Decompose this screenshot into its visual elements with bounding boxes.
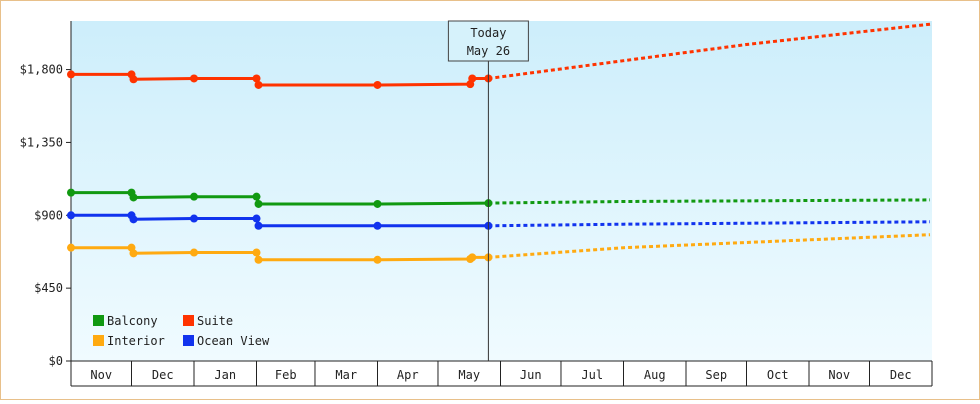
x-tick-label: Sep [705,368,727,382]
legend-label-ocean-view: Ocean View [197,334,270,348]
legend-label-balcony: Balcony [107,314,158,328]
data-point-interior [468,253,477,262]
data-point-interior [252,248,261,257]
data-point-interior [373,255,382,264]
x-tick-label: Jan [214,368,236,382]
forecast-line-interior [488,233,931,259]
data-point-suite [254,80,263,89]
data-point-ocean-view [67,211,75,220]
x-tick-label: Dec [890,368,912,382]
forecast-line-ocean-view [488,220,931,228]
data-point-interior [190,248,198,257]
y-tick-label: $900 [34,208,63,222]
data-point-suite [468,74,477,83]
forecast-line-suite [488,22,931,80]
data-point-balcony [254,199,263,208]
data-point-balcony [373,199,382,208]
legend-swatch-suite [183,315,194,326]
data-point-interior [129,249,138,258]
x-axis: Nov Dec Jan Feb Mar Apr May Jun Jul Aug Sep Oct Nov D… [70,360,933,387]
today-date: May 26 [467,44,510,58]
x-tick-label: Jul [581,368,603,382]
series-ocean-view [67,211,931,230]
today-label: Today [470,26,506,40]
x-tick-label: May [458,368,480,382]
y-axis: $0 $450 $900 $1,350 $1,800 [20,21,72,368]
legend-swatch-balcony [93,315,104,326]
x-tick-label: Nov [828,368,850,382]
data-point-interior [67,243,75,252]
data-point-ocean-view [254,221,263,230]
x-tick-label: Apr [397,368,419,382]
y-tick-label: $0 [49,354,63,368]
data-point-ocean-view [190,214,198,223]
data-point-suite [190,74,198,83]
x-tick-label: Nov [90,368,112,382]
legend-label-suite: Suite [197,314,233,328]
data-point-interior [254,255,263,264]
data-point-ocean-view [129,215,138,224]
data-point-suite [373,80,382,89]
data-point-balcony [190,192,198,201]
series-layer [67,22,931,264]
legend-label-interior: Interior [107,334,165,348]
x-tick-label: Feb [275,368,297,382]
x-tick-label: Oct [767,368,789,382]
data-point-suite [67,70,75,79]
legend-swatch-interior [93,335,104,346]
data-point-ocean-view [252,214,261,223]
data-point-suite [252,74,261,83]
x-tick-label: Jun [520,368,542,382]
data-point-ocean-view [373,221,382,230]
legend: Balcony Suite Interior Ocean View [93,314,270,348]
plot-area [71,21,932,361]
x-tick-label: Mar [335,368,357,382]
data-point-balcony [67,188,75,197]
today-marker: Today May 26 [447,20,529,361]
data-point-balcony [129,193,138,202]
x-tick-label: Dec [152,368,174,382]
series-interior [67,233,931,264]
y-tick-label: $1,350 [20,135,63,149]
data-point-balcony [252,192,261,201]
y-tick-label: $1,800 [20,63,63,77]
x-tick-label: Aug [644,368,666,382]
legend-swatch-ocean-view [183,335,194,346]
y-tick-label: $450 [34,281,63,295]
forecast-line-balcony [488,198,931,205]
today-box [447,20,529,62]
data-point-suite [129,75,138,84]
